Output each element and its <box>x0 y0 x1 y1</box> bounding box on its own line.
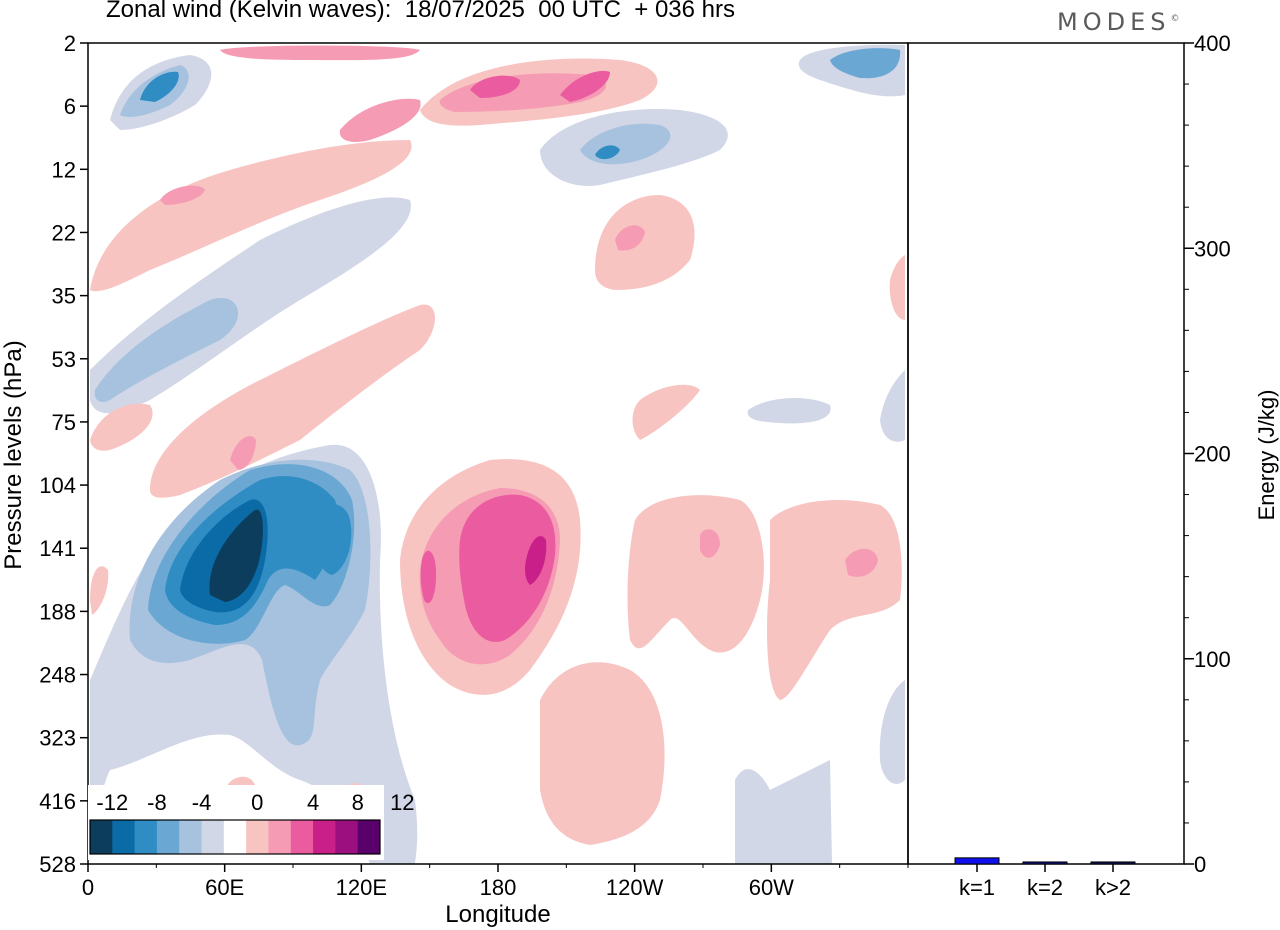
energy-axis: 0 100 200 300 400 <box>1184 31 1231 877</box>
brand-logo: MODES© <box>1057 8 1179 36</box>
contour-neg-small-60W <box>747 398 831 424</box>
colorbar-swatch-12 <box>335 820 359 854</box>
contour-neg-tilted-inner <box>94 298 239 402</box>
y-tick-label-2: 2 <box>64 31 76 56</box>
colorbar-frame <box>89 819 381 855</box>
colorbar-swatch-8 <box>246 820 269 854</box>
contour-pos-east-edge <box>889 255 905 320</box>
contour-pos-small-130W <box>632 384 700 440</box>
energy-tick-label-100: 100 <box>1194 647 1231 672</box>
energy-bars: k=1 k=2 k>2 <box>954 857 1136 900</box>
colorbar-label-6: 8 <box>352 790 364 815</box>
x-tick-label-60W: 60W <box>749 875 794 900</box>
y-tick-label-141: 141 <box>39 536 76 561</box>
y-tick-label-188: 188 <box>39 599 76 624</box>
bar-panel-frame <box>907 42 1185 865</box>
x-axis-title: Longitude <box>445 901 550 928</box>
y-tick-label-528: 528 <box>39 852 76 877</box>
colorbar-swatch-10 <box>290 820 314 854</box>
energy-bar-2 <box>1022 861 1068 865</box>
colorbar-swatch-11 <box>313 820 336 854</box>
energy-bar-3 <box>1090 861 1136 865</box>
y-tick-label-323: 323 <box>39 726 76 751</box>
energy-axis-title: Energy (J/kg) <box>1254 390 1279 521</box>
colorbar-swatch-7 <box>223 820 247 854</box>
contour-neg-lvl14 <box>209 509 263 602</box>
contour-neg-east-mid <box>880 370 905 442</box>
y-tick-label-248: 248 <box>39 663 76 688</box>
contour-pos-left-band <box>90 403 153 451</box>
contour-neg-core-100E <box>314 504 352 575</box>
contour-pos-130W-core <box>700 529 720 558</box>
contour-pos-180-core <box>525 536 547 585</box>
contour-neg-upper-east-core <box>830 48 901 79</box>
contour-neg-upper-west-core <box>140 71 179 102</box>
y-tick-label-416: 416 <box>39 789 76 814</box>
contour-pos-22hPa-cell <box>595 195 695 290</box>
contour-pos-west-edge <box>90 566 109 615</box>
contour-neg-120W-core <box>595 145 620 160</box>
colorbar-swatch-2 <box>112 820 136 854</box>
bar-category-label-1: k=1 <box>959 875 995 900</box>
heatmap-plot <box>88 43 908 864</box>
contour-pos-top-band <box>220 45 420 61</box>
colorbar-swatch-3 <box>134 820 158 854</box>
y-tick-label-53: 53 <box>52 347 76 372</box>
x-tick-label-180: 180 <box>480 875 517 900</box>
colorbar-label-2: -8 <box>147 790 167 815</box>
energy-tick-label-300: 300 <box>1194 236 1231 261</box>
y-axis: 2 6 12 22 35 53 75 104 141 188 248 323 416 528 <box>39 31 88 877</box>
contour-neg-column-60W <box>735 760 832 864</box>
colorbar-swatch-5 <box>179 820 203 854</box>
y-tick-label-35: 35 <box>52 284 76 309</box>
energy-tick-label-400: 400 <box>1194 31 1231 56</box>
contour-pos-column-160W <box>540 662 665 845</box>
contour-pos-90W-core <box>845 548 878 577</box>
colorbar-swatch-4 <box>156 820 180 854</box>
contour-neg-east-lower <box>879 680 905 784</box>
brand-mark: © <box>1170 14 1180 24</box>
y-tick-label-6: 6 <box>64 94 76 119</box>
contour-pos-upper-band <box>90 140 412 292</box>
brand-name: MODES <box>1057 8 1171 36</box>
contour-pos-22hPa-core <box>615 225 645 251</box>
colorbar-swatch-1 <box>90 820 113 854</box>
energy-tick-label-0: 0 <box>1194 852 1206 877</box>
x-tick-label-0: 0 <box>82 875 94 900</box>
y-tick-label-12: 12 <box>52 157 76 182</box>
colorbar-label-7: 12 <box>390 790 414 815</box>
x-axis: 0 60E 120E 180 120W 60W <box>82 864 909 900</box>
contour-pos-180-lvl8 <box>459 494 556 642</box>
x-tick-label-120W: 120W <box>606 875 664 900</box>
contour-pos-tilted-band <box>150 304 435 498</box>
colorbar-label-3: -4 <box>192 790 212 815</box>
colorbar-swatch-9 <box>268 820 292 854</box>
contour-pos-upper-cell <box>160 185 205 205</box>
x-tick-label-60E: 60E <box>205 875 244 900</box>
contour-pos-upper-east <box>339 98 421 142</box>
bar-category-label-2: k=2 <box>1027 875 1063 900</box>
x-tick-label-120E: 120E <box>336 875 387 900</box>
contour-pos-upper-180-core <box>470 75 520 98</box>
colorbar-label-5: 4 <box>307 790 319 815</box>
y-tick-label-22: 22 <box>52 220 76 245</box>
contour-pos-upper-120W-core <box>560 70 610 102</box>
colorbar-swatch-6 <box>201 820 225 854</box>
colorbar-label-4: 0 <box>251 790 263 815</box>
bar-category-label-3: k>2 <box>1095 875 1131 900</box>
colorbar-label-1: -12 <box>96 790 128 815</box>
chart-title: Zonal wind (Kelvin waves): 18/07/2025 00… <box>106 0 735 23</box>
y-tick-label-104: 104 <box>39 473 76 498</box>
energy-tick-label-200: 200 <box>1194 442 1231 467</box>
colorbar-swatch-13 <box>357 820 381 854</box>
contour-pos-tilted-cell <box>230 436 256 470</box>
y-tick-label-75: 75 <box>52 410 76 435</box>
contour-pos-130W-cell <box>627 495 764 653</box>
colorbar: -12 -8 -4 0 4 8 12 <box>88 785 415 860</box>
y-axis-title: Pressure levels (hPa) <box>0 340 27 569</box>
contour-pos-180-west <box>420 550 437 604</box>
energy-bar-1 <box>954 857 1000 865</box>
